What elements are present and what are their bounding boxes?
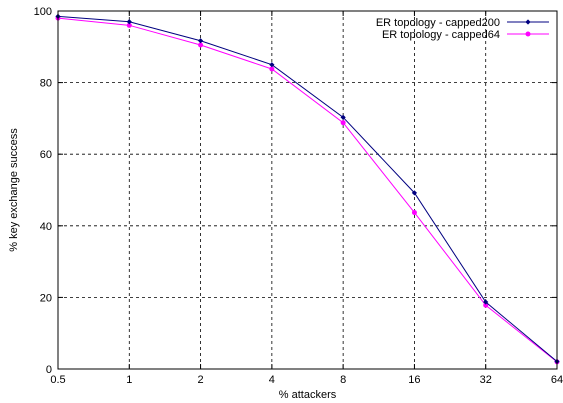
x-tick-label: 1 — [126, 374, 132, 386]
data-point — [340, 120, 346, 126]
data-point — [126, 19, 132, 25]
data-point — [411, 210, 417, 216]
x-tick-label: 8 — [340, 374, 346, 386]
x-tick-label: 16 — [408, 374, 420, 386]
legend-label: ER topology - capped64 — [382, 29, 500, 41]
series-line — [57, 17, 558, 363]
y-tick-label: 40 — [40, 221, 52, 233]
y-axis-title: % key exchange success — [8, 128, 20, 252]
series-group — [55, 13, 560, 365]
x-tick-label: 4 — [269, 374, 275, 386]
x-tick-label: 2 — [198, 374, 204, 386]
y-tick-label: 20 — [40, 292, 52, 304]
data-point — [525, 19, 531, 25]
series-line — [57, 15, 558, 362]
plot-frame — [57, 10, 558, 370]
series-capped64 — [55, 15, 560, 365]
data-point — [197, 38, 204, 44]
x-tick-label: 32 — [480, 374, 492, 386]
data-point — [269, 62, 275, 68]
data-point — [198, 42, 204, 48]
series-capped200 — [55, 13, 560, 365]
data-point — [525, 31, 531, 37]
data-point — [340, 114, 346, 120]
data-point — [269, 66, 275, 72]
data-point — [483, 299, 489, 305]
y-tick-label: 100 — [34, 6, 52, 18]
y-tick-label: 60 — [40, 149, 52, 161]
y-tick-label: 0 — [46, 364, 52, 376]
legend-label: ER topology - capped200 — [376, 17, 500, 29]
x-tick-label: 64 — [551, 374, 563, 386]
data-point — [483, 302, 489, 308]
data-point — [126, 22, 132, 28]
grid-lines — [58, 11, 557, 369]
x-tick-label: 0.5 — [50, 374, 65, 386]
data-point — [411, 190, 418, 196]
axis-ticks: 0.5 1 2 4 8 16 32 64 0 20 40 60 80 100 — [34, 6, 563, 386]
x-axis-title: % attackers — [279, 389, 337, 401]
y-tick-label: 80 — [40, 78, 52, 90]
